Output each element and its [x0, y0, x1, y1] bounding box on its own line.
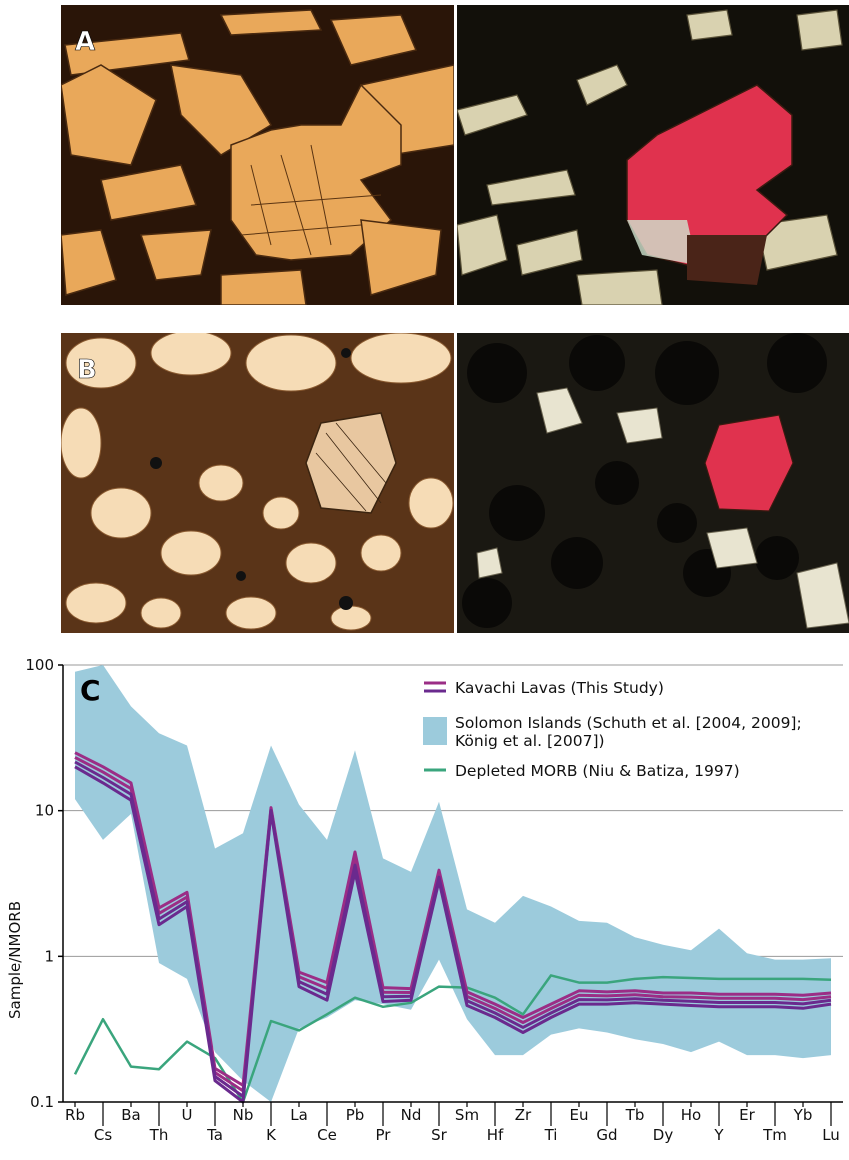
thin-section-a-ppl-image — [61, 5, 454, 305]
x-tick-label-hf: Hf — [487, 1126, 504, 1144]
x-tick-label-dy: Dy — [653, 1126, 674, 1144]
ticks-layer: 0.1 1 10 100 Rb Cs Ba Th U Ta Nb K La Ce Pb Pr Nd Sr Sm Hf Z… — [25, 656, 839, 1144]
kavachi-line-4 — [74, 765, 832, 1104]
x-tick-label-sr: Sr — [431, 1126, 448, 1144]
x-tick-label-ti: Ti — [544, 1126, 558, 1144]
y-tick-label: 0.1 — [30, 1093, 54, 1111]
panel-c-label: C — [80, 674, 101, 707]
y-axis-label: Sample/NMORB — [6, 901, 24, 1019]
y-tick-label: 10 — [35, 802, 54, 820]
x-tick-label-rb: Rb — [65, 1106, 85, 1124]
x-tick-label-yb: Yb — [793, 1106, 813, 1124]
x-tick-label-ba: Ba — [121, 1106, 140, 1124]
legend: Kavachi Lavas (This Study) Solomon Islan… — [423, 679, 802, 780]
x-tick-label-tm: Tm — [762, 1126, 787, 1144]
series-layer — [73, 751, 832, 1104]
x-tick-label-th: Th — [149, 1126, 169, 1144]
y-tick-label: 1 — [44, 947, 54, 965]
x-tick-label-sm: Sm — [455, 1106, 479, 1124]
thin-section-a-xpl-image — [457, 5, 849, 305]
x-tick-label-ho: Ho — [681, 1106, 701, 1124]
spider-diagram: 0.1 1 10 100 Rb Cs Ba Th U Ta Nb K La Ce Pb Pr Nd Sr Sm Hf Z… — [6, 656, 843, 1144]
x-tick-label-u: U — [182, 1106, 193, 1124]
legend-solomon: Solomon Islands (Schuth et al. [2004, 20… — [423, 714, 802, 750]
axes-layer — [62, 665, 843, 1103]
legend-solomon-text-line1: Solomon Islands (Schuth et al. [2004, 20… — [455, 714, 802, 732]
legend-kavachi-text: Kavachi Lavas (This Study) — [455, 679, 664, 697]
x-tick-label-y: Y — [713, 1126, 724, 1144]
photo-a-ppl: A — [61, 5, 454, 305]
y-tick-label: 100 — [25, 656, 54, 674]
x-tick-label-gd: Gd — [596, 1126, 617, 1144]
x-tick-label-tb: Tb — [625, 1106, 645, 1124]
thin-section-b-ppl-image — [61, 333, 454, 633]
legend-solomon-text-line2: König et al. [2007]) — [455, 732, 605, 750]
x-tick-label-nd: Nd — [401, 1106, 422, 1124]
photo-b-ppl: B — [61, 333, 454, 633]
legend-kavachi: Kavachi Lavas (This Study) — [424, 679, 664, 697]
x-tick-label-nb: Nb — [233, 1106, 254, 1124]
photo-b-xpl — [457, 333, 849, 633]
panel-b-label: B — [77, 355, 97, 386]
x-tick-label-ce: Ce — [317, 1126, 337, 1144]
x-tick-label-eu: Eu — [570, 1106, 589, 1124]
legend-morb-text: Depleted MORB (Niu & Batiza, 1997) — [455, 762, 740, 780]
x-tick-label-cs: Cs — [94, 1126, 112, 1144]
photo-a-xpl — [457, 5, 849, 305]
x-tick-label-la: La — [290, 1106, 308, 1124]
x-tick-label-pb: Pb — [346, 1106, 365, 1124]
x-tick-label-lu: Lu — [822, 1126, 840, 1144]
x-tick-label-ta: Ta — [206, 1126, 223, 1144]
x-tick-label-zr: Zr — [515, 1106, 532, 1124]
panel-a-label: A — [75, 27, 96, 58]
legend-morb: Depleted MORB (Niu & Batiza, 1997) — [424, 762, 740, 780]
x-tick-label-pr: Pr — [376, 1126, 392, 1144]
x-tick-label-k: K — [266, 1126, 277, 1144]
x-tick-label-er: Er — [739, 1106, 755, 1124]
morb-line — [73, 974, 832, 1104]
thin-section-b-xpl-image — [457, 333, 849, 633]
